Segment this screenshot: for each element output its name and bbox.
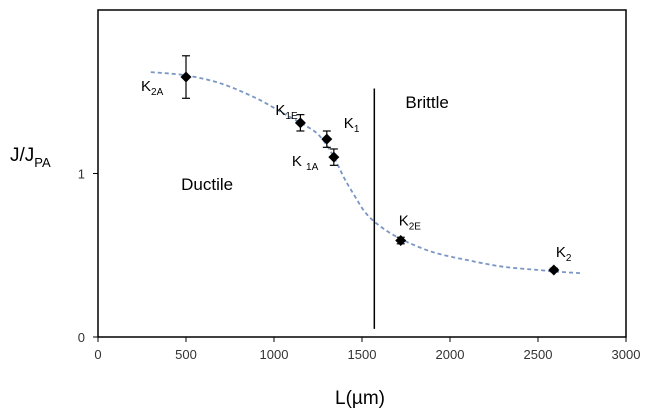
point-label-sub: 2A	[151, 87, 164, 98]
data-point	[548, 264, 560, 276]
tick-group: 0 500 1000 1500 2000 2500 3000 0 1	[78, 167, 641, 363]
data-point	[328, 148, 340, 166]
point-label-main: K	[292, 153, 306, 170]
y-axis-label: J/JPA	[10, 145, 51, 170]
data-points	[180, 55, 560, 276]
diamond-marker	[548, 264, 560, 276]
trend-curve	[150, 71, 583, 275]
plot-area	[97, 9, 627, 338]
y-axis-label-sub: PA	[34, 155, 51, 170]
x-tick-label: 2500	[524, 347, 553, 362]
diamond-marker	[180, 71, 192, 83]
data-point	[395, 235, 407, 247]
x-tick-label: 1500	[348, 347, 377, 362]
point-label: K2	[556, 244, 572, 264]
point-label-main: K	[275, 102, 285, 119]
point-label: K2A	[141, 78, 164, 98]
y-axis-label-main: J/J	[10, 145, 34, 166]
x-tick-label: 500	[175, 347, 197, 362]
y-tick-label: 1	[78, 167, 85, 182]
point-label: K1E	[275, 102, 298, 122]
diamond-marker	[328, 151, 340, 163]
y-tick-label: 0	[78, 330, 85, 345]
point-label-sub: 2E	[409, 222, 422, 233]
region-label: Ductile	[181, 175, 233, 194]
point-label-main: K	[399, 213, 409, 230]
point-label-main: K	[556, 244, 566, 261]
diamond-marker	[294, 117, 306, 129]
x-tick-label: 2000	[436, 347, 465, 362]
point-label-sub: 1A	[306, 162, 319, 173]
point-label-sub: 2	[566, 253, 572, 264]
data-point	[180, 55, 192, 99]
point-label-main: K	[141, 78, 151, 95]
region-label: Brittle	[405, 93, 448, 112]
data-point	[321, 130, 333, 148]
x-tick-label: 3000	[612, 347, 641, 362]
x-tick-label: 0	[94, 347, 101, 362]
point-label: K1	[344, 115, 360, 135]
point-label-sub: 1E	[285, 111, 298, 122]
diamond-marker	[395, 235, 407, 247]
x-tick-label: 1000	[260, 347, 289, 362]
point-label: K 1A	[292, 153, 319, 173]
point-label-main: K	[344, 115, 354, 132]
x-axis-label: L(µm)	[335, 388, 385, 409]
data-point	[294, 114, 306, 132]
diamond-marker	[321, 133, 333, 145]
point-label-sub: 1	[354, 124, 360, 135]
point-label: K2E	[399, 213, 422, 233]
